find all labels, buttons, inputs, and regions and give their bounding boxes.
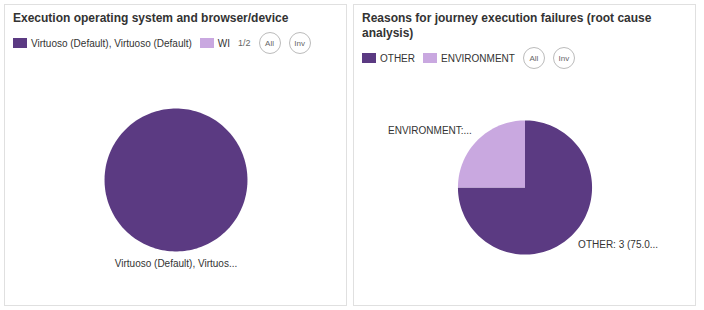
html-text:All: All — [265, 38, 274, 48]
html-text:ENVIRONMENT: ENVIRONMENT — [441, 52, 515, 64]
html-text:Execution operating system and: Execution operating system and browser/d… — [13, 11, 289, 25]
html-text:Reasons for journey execution: Reasons for journey execution failures (… — [362, 11, 652, 40]
html-text:Virtuoso (Default), Virtuoso (: Virtuoso (Default), Virtuoso (Default) — [31, 37, 192, 49]
svg-text:OTHER: 3 (75.0...: OTHER: 3 (75.0... — [578, 239, 658, 250]
html-text:1/2: 1/2 — [238, 38, 251, 48]
html-text:Inv: Inv — [294, 38, 305, 48]
svg-text:Virtuoso (Default), Virtuos...: Virtuoso (Default), Virtuos... — [115, 258, 237, 269]
html-text:WI: WI — [217, 37, 230, 49]
html-text:Inv: Inv — [558, 53, 570, 63]
html-text:OTHER: OTHER — [380, 52, 415, 64]
svg-text:ENVIRONMENT:...: ENVIRONMENT:... — [388, 125, 472, 136]
html-text:All: All — [529, 53, 539, 63]
